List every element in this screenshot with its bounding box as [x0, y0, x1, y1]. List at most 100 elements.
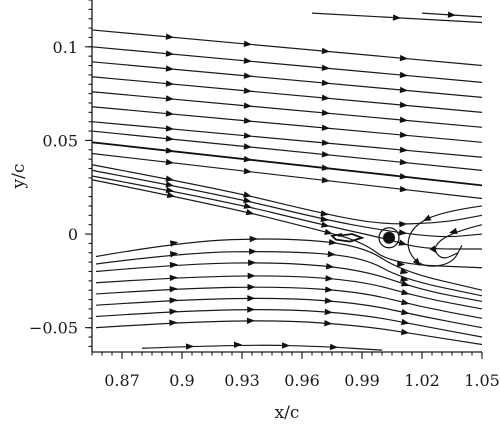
x-tick-label: 0.96 [284, 371, 320, 390]
streamline-arrow [429, 245, 437, 254]
streamline-arrow [246, 317, 255, 325]
streamline-arrow [321, 94, 330, 101]
streamline-arrow [249, 235, 258, 243]
streamline-arrow [321, 64, 330, 71]
streamline-arrow [400, 275, 409, 282]
streamline-arrow [447, 11, 456, 18]
streamline [91, 76, 483, 113]
streamline-arrow [399, 158, 408, 166]
streamline-arrow [243, 72, 252, 79]
streamline-arrow [392, 14, 401, 21]
streamline [91, 130, 483, 171]
streamline-arrow [448, 227, 458, 235]
axes [91, 0, 482, 353]
streamline-arrow [247, 272, 256, 280]
vortex-core [383, 231, 395, 244]
streamline-arrow [169, 319, 178, 327]
y-tick-label: −0.05 [29, 319, 78, 338]
streamline-arrow [169, 274, 178, 282]
streamline-arrow [325, 286, 334, 293]
streamline-arrow [399, 101, 408, 109]
streamline-arrow [165, 181, 174, 188]
streamline-arrow [165, 95, 174, 102]
streamline-arrow [400, 328, 410, 336]
streamline-arrow [165, 110, 174, 117]
streamline-arrow [401, 318, 410, 326]
streamline [95, 275, 483, 310]
streamline [95, 251, 483, 297]
y-tick-label: 0.1 [53, 38, 78, 57]
y-ticks: −0.05 0 0.05 0.1 [29, 0, 92, 347]
streamline-arrow [169, 261, 178, 269]
x-tick-label: 0.87 [104, 371, 140, 390]
streamline-arrow [233, 341, 243, 349]
x-tick-label: 1.02 [404, 371, 440, 390]
streamline-arrow [399, 146, 408, 153]
streamline-arrow [169, 251, 179, 258]
streamline-arrow [165, 158, 174, 166]
x-tick-label: 0.9 [169, 371, 194, 390]
streamline-arrow [243, 102, 252, 109]
streamline-arrow [399, 185, 408, 193]
streamline-arrow [243, 40, 252, 48]
streamline-arrow [245, 208, 255, 216]
y-tick-label: 0 [68, 225, 78, 244]
streamline [91, 106, 483, 143]
streamline [91, 152, 483, 200]
streamline-arrow [398, 239, 407, 246]
streamline-arrow [321, 124, 330, 131]
streamline-arrow [243, 155, 252, 163]
streamline-arrow [165, 80, 174, 87]
streamline-arrow [321, 151, 330, 158]
streamline-arrow [169, 285, 178, 293]
wake-loop [330, 233, 365, 243]
streamline-arrow [324, 228, 333, 235]
streamline-arrow [320, 210, 329, 217]
streamline-arrow [247, 306, 256, 313]
streamline-arrow [243, 117, 252, 124]
streamline [91, 179, 483, 269]
streamline-arrow [325, 275, 334, 282]
streamline-arrow [399, 131, 408, 139]
streamline-arrow [412, 257, 421, 266]
streamline-arrow [399, 116, 408, 124]
streamline [91, 164, 483, 225]
streamline-arrow [165, 65, 174, 72]
streamline-arrow [422, 214, 432, 222]
streamline [91, 169, 483, 238]
streamline-arrow [398, 229, 408, 236]
streamline-arrow [324, 319, 333, 327]
streamline-arrow [324, 308, 333, 316]
streamline [91, 91, 483, 128]
streamline-arrow [281, 342, 291, 349]
streamline-arrow [165, 175, 174, 182]
streamline-arrow [243, 57, 252, 64]
streamline-arrow [185, 343, 195, 350]
streamline-arrow [321, 109, 330, 116]
streamline-arrow [321, 47, 330, 55]
streamline-arrow [243, 87, 252, 94]
streamline-arrow [165, 33, 174, 40]
streamline [95, 238, 483, 291]
vortex-ring [378, 227, 400, 249]
streamline-arrow [243, 191, 252, 198]
streamline-arrow [243, 167, 252, 175]
streamline-arrow [397, 261, 406, 268]
streamline-arrow [169, 297, 178, 304]
streamline-arrow [321, 176, 330, 184]
x-tick-label: 0.93 [224, 371, 260, 390]
streamline-arrow [169, 240, 179, 247]
streamline-arrow [165, 50, 174, 57]
streamline [95, 320, 483, 346]
streamline-arrow [324, 297, 333, 304]
streamline [91, 141, 483, 187]
x-ticks: 0.87 0.9 0.93 0.96 0.99 1.02 1.05 [91, 352, 500, 390]
streamline-arrow [243, 143, 252, 150]
streamline [91, 61, 483, 98]
streamline-arrow [328, 239, 338, 246]
streamline-arrow [399, 268, 409, 275]
streamline [91, 121, 483, 158]
streamline-arrow [399, 86, 408, 94]
streamline-arrow [399, 71, 408, 79]
